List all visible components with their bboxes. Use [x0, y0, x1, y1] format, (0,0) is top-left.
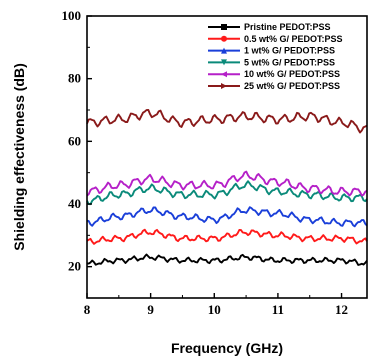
legend-item: 1 wt% G/ PEDOT:PSS — [208, 46, 335, 56]
legend-label: 25 wt% G/ PEDOT:PSS — [244, 81, 340, 91]
legend-label: Pristine PEDOT:PSS — [244, 22, 331, 32]
y-tick-label: 60 — [68, 133, 81, 148]
legend-marker — [221, 71, 227, 78]
legend-item: 0.5 wt% G/ PEDOT:PSS — [208, 34, 343, 44]
x-tick-label: 11 — [272, 302, 284, 317]
legend-label: 5 wt% G/ PEDOT:PSS — [244, 57, 335, 67]
legend-marker — [221, 59, 227, 66]
series-line — [86, 228, 368, 245]
legend-item: 25 wt% G/ PEDOT:PSS — [208, 81, 340, 91]
x-tick-label: 12 — [335, 302, 348, 317]
series-layer — [86, 108, 368, 266]
legend-item: 5 wt% G/ PEDOT:PSS — [208, 57, 335, 67]
series-1-wt-g-pedot-pss — [86, 206, 368, 228]
series-line — [86, 180, 368, 206]
series-pristine-pedot-pss — [86, 253, 368, 266]
plot-frame — [86, 15, 368, 299]
y-tick-label: 80 — [68, 71, 81, 86]
series-5-wt-g-pedot-pss — [86, 180, 368, 206]
x-tick-label: 10 — [208, 302, 221, 317]
y-tick-label: 100 — [62, 8, 82, 23]
legend-label: 1 wt% G/ PEDOT:PSS — [244, 46, 335, 56]
x-axis-title: Frequency (GHz) — [171, 340, 283, 356]
series-25-wt-g-pedot-pss — [86, 108, 368, 134]
series-10-wt-g-pedot-pss — [86, 170, 368, 197]
x-tick-label: 9 — [147, 302, 154, 317]
legend-label: 0.5 wt% G/ PEDOT:PSS — [244, 34, 343, 44]
series-0-5-wt-g-pedot-pss — [86, 228, 368, 245]
legend-item: Pristine PEDOT:PSS — [208, 22, 331, 32]
axes — [86, 15, 368, 299]
series-line — [86, 206, 368, 228]
series-line — [86, 108, 368, 134]
legend-marker — [221, 83, 227, 89]
legend-marker — [221, 47, 227, 54]
legend-marker — [221, 24, 227, 30]
x-tick-label: 8 — [84, 302, 91, 317]
series-line — [86, 170, 368, 197]
series-line — [86, 253, 368, 266]
legend-label: 10 wt% G/ PEDOT:PSS — [244, 69, 340, 79]
legend: Pristine PEDOT:PSS 0.5 wt% G/ PEDOT:PSS 1 … — [208, 22, 343, 91]
legend-marker — [221, 35, 227, 42]
tick-labels: 8 9 10 11 12 20 40 60 80 100 — [62, 8, 349, 317]
y-tick-label: 20 — [68, 259, 81, 274]
y-axis-title: Shielding effectiveness (dB) — [11, 63, 27, 250]
legend-item: 10 wt% G/ PEDOT:PSS — [208, 69, 340, 79]
y-tick-label: 40 — [68, 196, 81, 211]
